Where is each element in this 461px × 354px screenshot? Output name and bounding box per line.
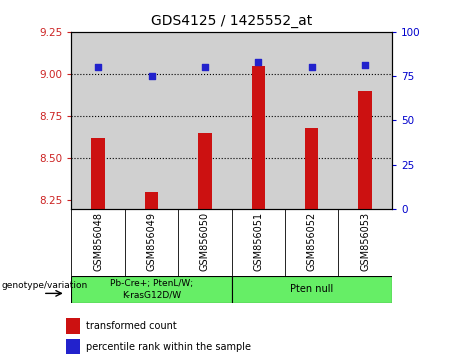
Bar <box>198 133 212 209</box>
Text: GSM856052: GSM856052 <box>307 212 317 272</box>
Point <box>95 64 102 70</box>
Bar <box>178 32 231 209</box>
Bar <box>359 91 372 209</box>
Point <box>148 73 155 79</box>
Bar <box>231 276 392 303</box>
Text: percentile rank within the sample: percentile rank within the sample <box>87 342 251 352</box>
Point <box>254 59 262 65</box>
Bar <box>145 192 158 209</box>
Text: genotype/variation: genotype/variation <box>1 281 88 290</box>
Bar <box>91 138 105 209</box>
Point <box>308 64 315 70</box>
Bar <box>231 32 285 209</box>
Bar <box>65 338 79 354</box>
Bar <box>65 318 79 334</box>
Text: Pten null: Pten null <box>290 284 333 295</box>
Text: Pb-Cre+; PtenL/W;
K-rasG12D/W: Pb-Cre+; PtenL/W; K-rasG12D/W <box>110 279 193 299</box>
Point <box>201 64 209 70</box>
Text: GSM856049: GSM856049 <box>147 212 157 271</box>
Title: GDS4125 / 1425552_at: GDS4125 / 1425552_at <box>151 14 312 28</box>
Text: GSM856053: GSM856053 <box>360 212 370 272</box>
Bar <box>285 32 338 209</box>
Text: transformed count: transformed count <box>87 321 177 331</box>
Bar <box>252 65 265 209</box>
Bar <box>125 32 178 209</box>
Text: GSM856050: GSM856050 <box>200 212 210 272</box>
Text: GSM856048: GSM856048 <box>93 212 103 271</box>
Point <box>361 63 369 68</box>
Bar <box>305 128 319 209</box>
Bar <box>71 32 125 209</box>
Text: GSM856051: GSM856051 <box>254 212 263 272</box>
Bar <box>338 32 392 209</box>
Bar <box>71 276 231 303</box>
